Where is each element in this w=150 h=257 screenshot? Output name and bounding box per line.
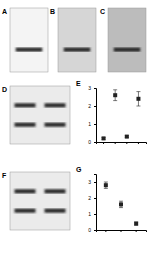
error-bar — [136, 92, 140, 106]
tick-mark — [126, 142, 127, 144]
tick — [105, 230, 106, 232]
marks — [104, 182, 138, 226]
axis-line — [94, 175, 97, 231]
tick-label: 3 — [88, 85, 91, 91]
tick-mark — [121, 230, 122, 232]
point — [125, 135, 129, 139]
tick-mark — [94, 124, 96, 125]
point — [134, 222, 138, 226]
blot-panel: A — [2, 8, 48, 72]
error-bar — [104, 182, 108, 188]
point — [136, 97, 140, 101]
tick-label: 3 — [88, 179, 91, 185]
blot-background — [58, 8, 96, 72]
tick-mark — [136, 230, 137, 232]
blot-band — [15, 103, 36, 107]
tick-mark — [94, 198, 96, 199]
point — [104, 183, 108, 187]
blot-background — [10, 86, 70, 144]
tick-mark — [105, 230, 106, 232]
blot-band — [114, 48, 141, 52]
tick — [115, 142, 116, 144]
tick: 1 — [88, 121, 96, 127]
tick-label: 0 — [88, 139, 91, 145]
blot-panel: F — [2, 172, 70, 230]
tick-mark — [94, 106, 96, 107]
blot-panel: D — [2, 86, 70, 144]
blot-band — [15, 189, 36, 193]
tick-mark — [94, 88, 96, 89]
axis-line — [97, 143, 147, 145]
error-bar — [119, 201, 123, 207]
point — [102, 136, 106, 140]
chart: E 0 1 2 3 — [76, 80, 147, 145]
blot-band — [15, 123, 36, 127]
error-bar — [113, 90, 117, 101]
axis-line — [97, 231, 147, 233]
panel-label: B — [50, 8, 55, 15]
marks — [102, 90, 141, 141]
error-bar — [134, 222, 138, 225]
panel-label: G — [76, 166, 82, 173]
tick: 1 — [88, 211, 96, 217]
blot-band — [45, 103, 66, 107]
panel-label: A — [2, 8, 7, 15]
tick-mark — [138, 142, 139, 144]
figure: ABCDFE0123G0123 — [0, 0, 150, 257]
chart: G 0 1 2 3 — [76, 166, 147, 233]
tick — [138, 142, 139, 144]
x-axis — [97, 142, 147, 144]
blot-band — [16, 48, 43, 52]
blot-background — [108, 8, 146, 72]
blot-band — [15, 209, 36, 213]
tick — [136, 230, 137, 232]
blot-panel: B — [50, 8, 96, 72]
axis-line — [94, 89, 97, 143]
tick-label: 0 — [88, 227, 91, 233]
x-axis — [97, 230, 147, 232]
tick: 3 — [88, 85, 96, 91]
tick-label: 1 — [88, 121, 91, 127]
panel-label: F — [2, 172, 7, 179]
panel-label: D — [2, 86, 7, 93]
tick — [126, 142, 127, 144]
tick-label: 1 — [88, 211, 91, 217]
tick: 2 — [88, 195, 96, 201]
tick — [121, 230, 122, 232]
tick-label: 2 — [88, 195, 91, 201]
panel-label: E — [76, 80, 81, 87]
tick-mark — [103, 142, 104, 144]
y-axis: 0 1 2 3 — [88, 175, 96, 234]
point — [113, 93, 117, 97]
blot-background — [10, 8, 48, 72]
tick-mark — [94, 214, 96, 215]
blot-band — [64, 48, 91, 52]
tick: 0 — [88, 227, 96, 233]
tick: 0 — [88, 139, 96, 145]
panel-label: C — [100, 8, 105, 15]
blot-band — [45, 123, 66, 127]
tick: 3 — [88, 179, 96, 185]
blot-band — [45, 209, 66, 213]
tick-mark — [94, 230, 96, 231]
tick-label: 2 — [88, 103, 91, 109]
tick — [103, 142, 104, 144]
tick-mark — [94, 142, 96, 143]
blot-band — [45, 189, 66, 193]
blot-panel: C — [100, 8, 146, 72]
tick: 2 — [88, 103, 96, 109]
blot-background — [10, 172, 70, 230]
tick-mark — [115, 142, 116, 144]
y-axis: 0 1 2 3 — [88, 85, 96, 145]
tick-mark — [94, 182, 96, 183]
point — [119, 202, 123, 206]
